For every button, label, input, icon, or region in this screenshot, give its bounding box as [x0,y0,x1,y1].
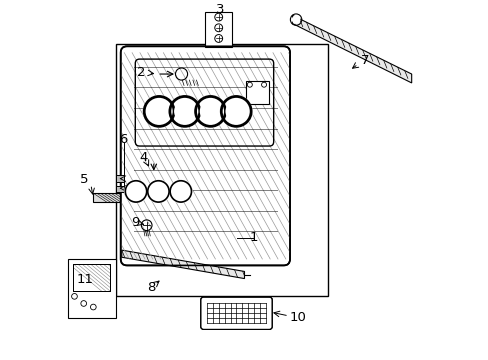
Text: 8: 8 [147,281,155,294]
Bar [246,81,269,104]
Circle shape [200,101,221,122]
Circle shape [194,96,226,127]
Circle shape [148,101,169,122]
Polygon shape [122,250,244,279]
FancyBboxPatch shape [201,297,272,329]
Bar [205,12,232,48]
Bar [116,175,123,182]
Bar [93,193,120,202]
Text: 7: 7 [361,54,369,67]
Bar [73,264,110,291]
Circle shape [174,184,187,198]
Text: 3: 3 [216,3,224,16]
Text: 2: 2 [137,66,145,79]
Circle shape [292,16,299,23]
Text: 6: 6 [119,133,127,147]
Text: 9: 9 [131,216,139,229]
Circle shape [147,180,169,203]
Bar [116,44,327,296]
Circle shape [220,96,251,127]
Bar [116,186,123,193]
Circle shape [143,96,174,127]
Circle shape [169,180,192,203]
Circle shape [129,184,142,198]
Circle shape [124,180,147,203]
Text: 4: 4 [139,151,147,164]
Polygon shape [292,15,411,83]
Bar [73,264,110,291]
Text: 1: 1 [248,231,257,244]
Circle shape [169,96,200,127]
Circle shape [174,101,195,122]
Text: 5: 5 [80,173,88,186]
Text: 11: 11 [77,273,93,286]
FancyBboxPatch shape [121,46,289,265]
Text: 10: 10 [289,311,305,324]
Circle shape [151,184,165,198]
Circle shape [225,101,246,122]
Bar [68,259,116,318]
